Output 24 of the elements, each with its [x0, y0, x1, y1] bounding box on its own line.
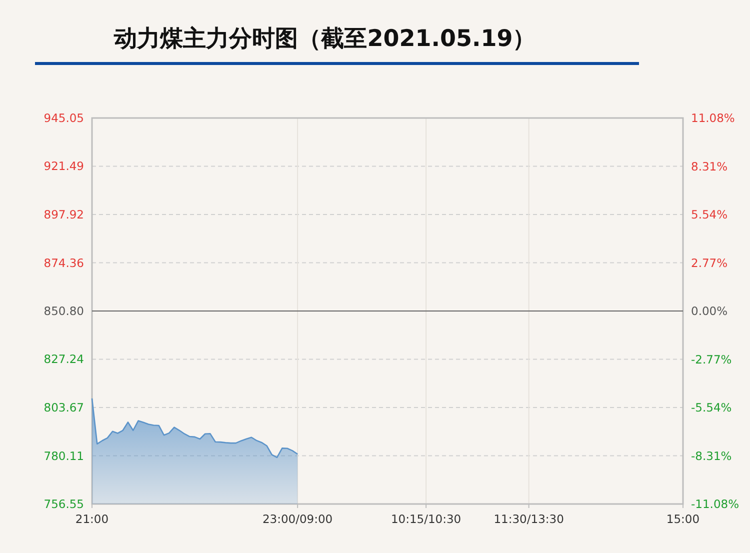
chart-title: 动力煤主力分时图（截至2021.05.19） — [113, 25, 536, 52]
y2-tick-label: -2.77% — [691, 352, 732, 366]
y2-tick-label: 2.77% — [691, 256, 728, 270]
y-tick-label: 850.80 — [44, 304, 84, 318]
x-tick-label: 23:00/09:00 — [262, 512, 333, 526]
y2-tick-label: 11.08% — [691, 111, 735, 125]
y-tick-label: 803.67 — [44, 400, 84, 415]
y2-tick-label: 5.54% — [691, 208, 728, 222]
y2-tick-label: -8.31% — [691, 448, 732, 463]
x-tick-label: 15:00 — [666, 512, 700, 526]
y2-tick-label: -11.08% — [691, 497, 740, 511]
y-tick-label: 897.92 — [44, 208, 84, 222]
y-tick-label: 756.55 — [44, 497, 84, 511]
y-tick-label: 921.49 — [44, 159, 84, 174]
y2-tick-label: -5.54% — [691, 400, 732, 414]
y2-tick-label: 0.00% — [691, 304, 728, 318]
y-tick-label: 945.05 — [44, 111, 84, 125]
x-tick-label: 11:30/13:30 — [494, 512, 564, 526]
y2-tick-label: 8.31% — [691, 159, 728, 174]
x-tick-label: 10:15/10:30 — [390, 512, 462, 526]
y-tick-label: 827.24 — [44, 352, 84, 366]
y-tick-label: 874.36 — [44, 256, 84, 270]
x-tick-label: 21:00 — [75, 512, 109, 526]
y-tick-label: 780.11 — [44, 448, 84, 463]
